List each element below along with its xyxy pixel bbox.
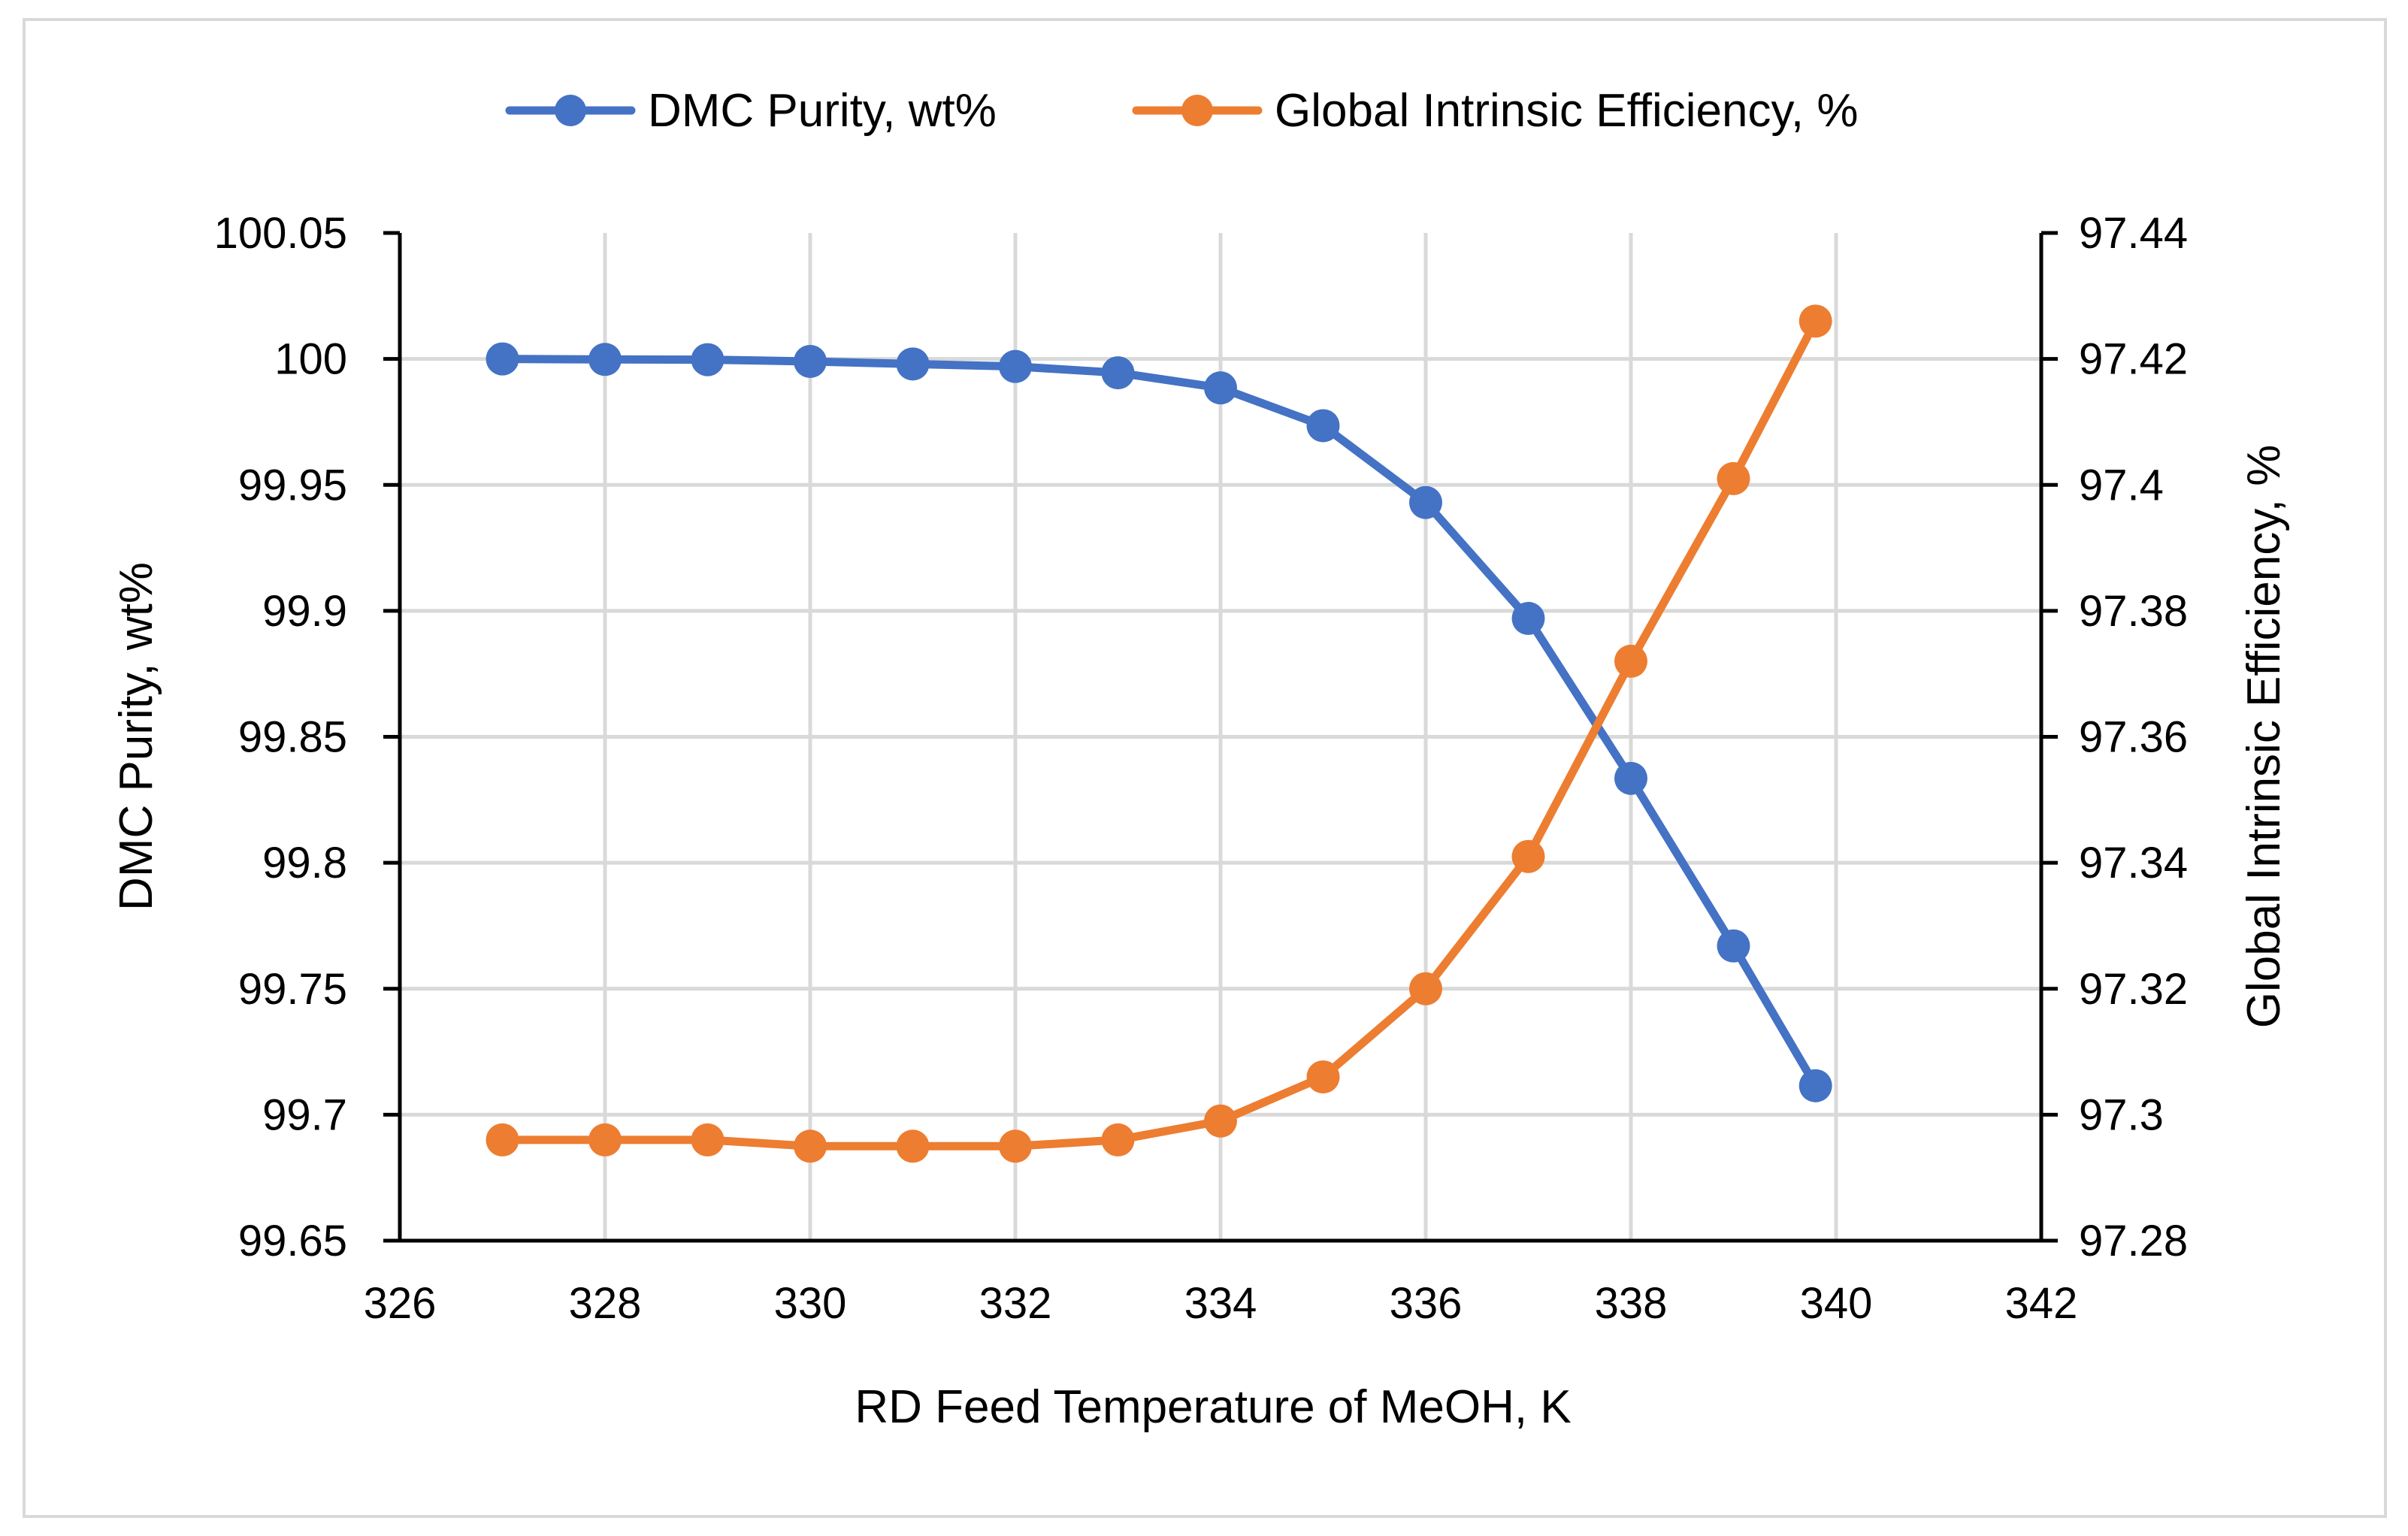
legend: DMC Purity, wt% Global Intrinsic Efficie… bbox=[505, 85, 1858, 137]
data-point-dmc-purity bbox=[486, 342, 519, 376]
y-tick-label: 99.8 bbox=[262, 839, 347, 887]
data-point-global-efficiency bbox=[999, 1129, 1032, 1163]
data-point-global-efficiency bbox=[1101, 1123, 1135, 1157]
data-point-dmc-purity bbox=[1409, 485, 1442, 519]
y-tick-label: 99.85 bbox=[238, 713, 347, 762]
data-point-global-efficiency bbox=[1614, 644, 1647, 678]
series bbox=[486, 304, 1832, 1163]
y2-tick-label: 97.28 bbox=[2079, 1217, 2188, 1265]
y-tick-label: 99.9 bbox=[262, 587, 347, 636]
data-point-dmc-purity bbox=[1204, 371, 1237, 405]
y2-tick-label: 97.34 bbox=[2079, 839, 2188, 887]
y2-tick-label: 97.44 bbox=[2079, 209, 2188, 258]
x-tick-label: 338 bbox=[1595, 1279, 1668, 1328]
x-tick-label: 330 bbox=[774, 1279, 847, 1328]
data-point-dmc-purity bbox=[1511, 601, 1545, 635]
axes bbox=[383, 231, 2058, 1243]
data-point-global-efficiency bbox=[1409, 972, 1442, 1005]
legend-marker-dmc-purity bbox=[555, 95, 586, 126]
x-tick-label: 332 bbox=[979, 1279, 1052, 1328]
series-line-global-efficiency bbox=[498, 316, 1820, 1150]
data-point-dmc-purity bbox=[1306, 409, 1340, 443]
y2-tick-label: 97.4 bbox=[2079, 461, 2164, 509]
y-tick-label: 99.95 bbox=[238, 461, 347, 509]
x-tick-label: 340 bbox=[1800, 1279, 1873, 1328]
y2-tick-label: 97.36 bbox=[2079, 713, 2188, 762]
data-point-dmc-purity bbox=[691, 343, 725, 376]
series-line-dmc-purity bbox=[498, 355, 1820, 1090]
data-point-dmc-purity bbox=[1798, 1069, 1832, 1102]
x-tick-label: 328 bbox=[569, 1279, 642, 1328]
data-point-dmc-purity bbox=[1717, 929, 1750, 963]
data-point-global-efficiency bbox=[1306, 1060, 1340, 1094]
data-point-global-efficiency bbox=[691, 1123, 725, 1157]
data-point-global-efficiency bbox=[588, 1123, 622, 1157]
tick-labels: 326 328 330 332 334 336 338 340 342 100.05 100 99.9… bbox=[214, 209, 2189, 1328]
data-point-global-efficiency bbox=[1717, 461, 1750, 495]
y-tick-label: 100 bbox=[274, 335, 347, 384]
data-point-global-efficiency bbox=[1511, 839, 1545, 873]
data-point-global-efficiency bbox=[1204, 1104, 1237, 1138]
data-point-dmc-purity bbox=[896, 347, 930, 381]
data-point-dmc-purity bbox=[1101, 356, 1135, 390]
data-point-global-efficiency bbox=[794, 1129, 827, 1163]
x-tick-label: 326 bbox=[364, 1279, 437, 1328]
y2-tick-label: 97.38 bbox=[2079, 587, 2188, 636]
legend-marker-global-efficiency bbox=[1181, 95, 1213, 126]
data-point-global-efficiency bbox=[1798, 304, 1832, 338]
data-point-global-efficiency bbox=[486, 1123, 519, 1157]
y-axis-title: DMC Purity, wt% bbox=[110, 562, 162, 911]
chart-frame bbox=[23, 18, 2387, 1518]
legend-label-global-efficiency: Global Intrinsic Efficiency, % bbox=[1275, 85, 1858, 137]
y2-axis-title: Global Intrinsic Efficiency, % bbox=[2238, 445, 2290, 1028]
x-tick-label: 342 bbox=[2005, 1279, 2078, 1328]
y-tick-label: 99.7 bbox=[262, 1090, 347, 1139]
x-tick-label: 336 bbox=[1390, 1279, 1463, 1328]
y-tick-label: 100.05 bbox=[214, 209, 347, 258]
gridlines bbox=[400, 233, 2041, 1241]
x-axis-title: RD Feed Temperature of MeOH, K bbox=[855, 1381, 1571, 1433]
y2-tick-label: 97.32 bbox=[2079, 965, 2188, 1014]
data-point-dmc-purity bbox=[794, 344, 827, 378]
data-point-dmc-purity bbox=[999, 349, 1032, 383]
x-tick-label: 334 bbox=[1184, 1279, 1257, 1328]
y2-tick-label: 97.42 bbox=[2079, 335, 2188, 384]
legend-label-dmc-purity: DMC Purity, wt% bbox=[648, 85, 997, 137]
y-tick-label: 99.65 bbox=[238, 1217, 347, 1265]
data-point-dmc-purity bbox=[588, 343, 622, 376]
y-tick-label: 99.75 bbox=[238, 965, 347, 1014]
y2-tick-label: 97.3 bbox=[2079, 1090, 2164, 1139]
data-point-global-efficiency bbox=[896, 1129, 930, 1163]
data-point-dmc-purity bbox=[1614, 761, 1647, 795]
